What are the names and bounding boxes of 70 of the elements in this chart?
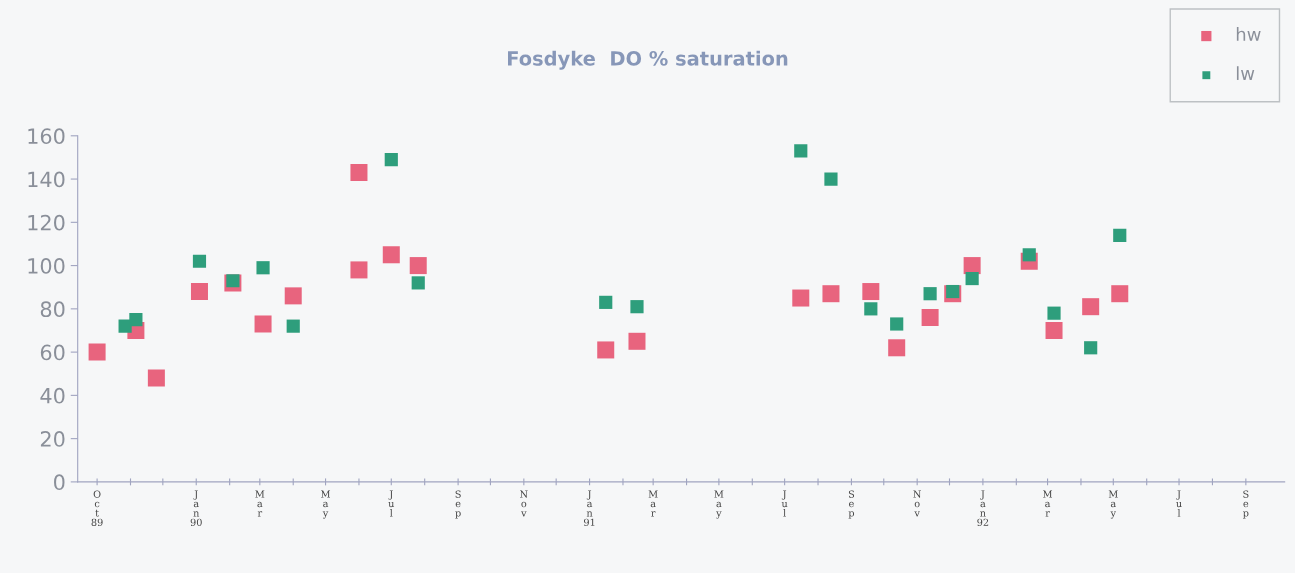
y-tick-label: 60 [40,344,65,361]
point [384,153,398,167]
x-tick-label: J u l [388,490,395,517]
x-tick-label: N o v [913,490,921,517]
point [822,285,840,303]
point [864,302,878,316]
point [226,274,240,288]
x-tick-label: M a y [1108,490,1118,519]
x-tick-label: M a y [714,490,724,519]
point [254,315,272,333]
x-tick-label: O c t 89 [91,490,103,526]
x-tick-label: J u l [1176,490,1182,517]
point [409,257,427,275]
point [1045,321,1063,339]
x-tick-label: S e p [1243,490,1249,519]
point [1022,248,1036,262]
point [1084,341,1098,355]
point [286,319,300,333]
point [628,332,646,350]
x-tick-label: M a r [255,490,265,517]
point [792,289,810,307]
point [597,341,615,359]
point [382,246,400,264]
point [921,308,939,327]
x-tick-label: S e p [455,490,461,519]
legend-label: lw [1236,66,1255,80]
point [190,283,208,301]
point [1082,298,1100,316]
point [794,144,808,158]
legend-label: hw [1236,27,1261,41]
point [963,257,981,275]
point [350,261,368,279]
point [129,313,143,327]
x-tick-label: S e p [848,490,855,519]
y-tick-label: 0 [54,474,65,491]
x-tick-label: J a n 92 [977,490,989,526]
point [923,287,937,301]
point [1111,285,1129,303]
point [599,295,613,309]
point [284,287,302,305]
point [411,276,425,290]
chart-title: Fosdyke DO % saturation [508,50,788,70]
y-tick-label: 80 [40,301,65,318]
y-tick-label: 100 [28,258,65,274]
y-tick-label: 40 [40,387,65,404]
x-tick-label: J a n 90 [190,490,202,526]
point [630,300,644,314]
point [965,271,979,286]
point [192,254,207,268]
y-tick-label: 140 [28,171,65,188]
point [147,369,165,387]
point [88,343,106,361]
x-tick-label: M a y [321,490,331,519]
x-tick-label: J u l [781,490,788,517]
x-tick-label: N o v [520,490,528,517]
point [350,164,368,182]
point [888,339,906,357]
y-tick-label: 160 [28,128,65,145]
point [824,172,838,186]
point [946,284,960,299]
point [862,283,880,301]
y-tick-label: 120 [28,214,65,231]
point [890,317,904,331]
point [1047,306,1061,320]
point [256,261,270,275]
x-tick-label: M a r [1043,490,1053,517]
x-tick-label: J a n 91 [584,490,595,526]
y-tick-label: 20 [40,431,65,447]
point [1113,228,1127,242]
x-tick-label: M a r [648,490,658,517]
